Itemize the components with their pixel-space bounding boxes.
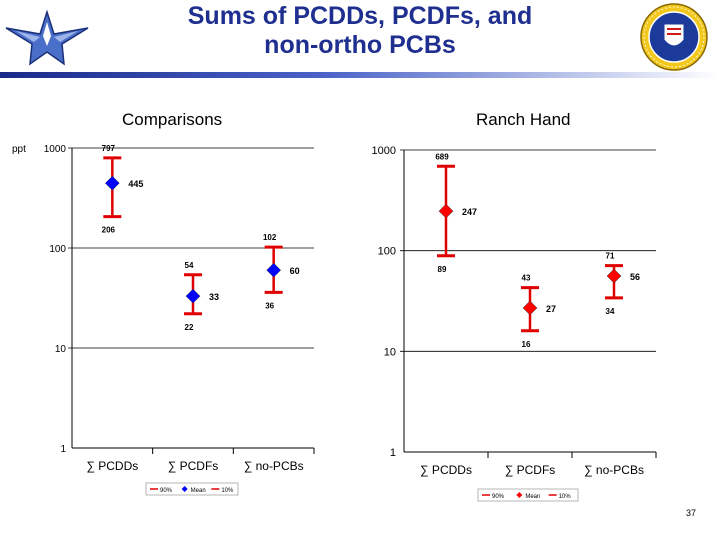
- mean-marker: [438, 203, 454, 219]
- mean-data-label: 33: [209, 292, 219, 302]
- slide-title-line1: Sums of PCDDs, PCDFs, and: [187, 2, 533, 30]
- page-number: 37: [685, 508, 696, 518]
- mean-marker: [185, 288, 201, 304]
- p90-data-label: 43: [522, 274, 531, 283]
- y-tick-label: 10: [55, 344, 67, 355]
- mean-marker: [522, 300, 538, 316]
- p10-data-label: 36: [265, 301, 274, 310]
- p10-data-label: 16: [522, 340, 531, 349]
- mean-marker: [104, 175, 120, 191]
- legend-mean-swatch: [181, 486, 188, 492]
- y-tick-label: 10: [384, 346, 396, 358]
- mean-data-label: 56: [630, 272, 640, 282]
- y-tick-label: 100: [378, 246, 396, 258]
- legend-label: 10%: [559, 494, 572, 500]
- mean-data-label: 27: [546, 304, 556, 314]
- y-tick-label: 1: [60, 444, 66, 455]
- p10-data-label: 22: [185, 323, 194, 332]
- ranch-hand-title: Ranch Hand: [476, 110, 571, 129]
- title-rule: [0, 72, 720, 78]
- category-label: ∑ PCDDs: [86, 459, 138, 473]
- mean-marker: [606, 268, 622, 284]
- legend: 90% Mean 10%: [477, 488, 579, 502]
- comparisons-title: Comparisons: [122, 110, 223, 129]
- legend-label: Mean: [191, 488, 206, 494]
- air-force-wings-logo: [5, 9, 89, 66]
- legend-label: 90%: [160, 488, 173, 494]
- p10-data-label: 34: [606, 307, 615, 316]
- slide-title: Sums of PCDDs, PCDFs, and non-ortho PCBs: [120, 2, 600, 60]
- legend-label: Mean: [525, 494, 540, 500]
- p90-data-label: 102: [263, 233, 277, 242]
- category-label: ∑ no-PCBs: [244, 459, 304, 473]
- y-tick-label: 100: [49, 244, 66, 255]
- p90-data-label: 71: [606, 252, 615, 261]
- mean-data-label: 247: [462, 207, 477, 217]
- p10-data-label: 89: [438, 265, 447, 274]
- comparisons-chart: 1 10 100 1000 ppt ∑ PCDDs 797 445 206 ∑ PCDFs 54 33…: [12, 144, 315, 496]
- legend-label: 90%: [492, 494, 505, 500]
- p90-data-label: 54: [185, 261, 194, 270]
- military-crest-logo: [640, 3, 708, 71]
- category-label: ∑ PCDFs: [168, 459, 219, 473]
- y-axis-label: ppt: [12, 144, 26, 155]
- legend-box: [145, 482, 239, 496]
- category-label: ∑ no-PCBs: [584, 463, 644, 477]
- ranch-hand-chart: 1 10 100 1000 ∑ PCDDs 689 247 89 ∑ PCDFs 43 27 16 ∑ …: [372, 145, 657, 502]
- category-label: ∑ PCDDs: [420, 463, 472, 477]
- mean-data-label: 445: [128, 179, 143, 189]
- y-tick-label: 1000: [372, 145, 396, 157]
- p90-data-label: 689: [435, 152, 449, 161]
- legend-box: [477, 488, 579, 502]
- y-tick-label: 1: [390, 447, 396, 459]
- mean-marker: [266, 262, 282, 278]
- legend-mean-swatch: [516, 492, 523, 498]
- category-label: ∑ PCDFs: [505, 463, 556, 477]
- slide-title-line2: non-ortho PCBs: [264, 31, 456, 59]
- legend: 90% Mean 10%: [145, 482, 239, 496]
- p90-data-label: 797: [102, 144, 116, 153]
- legend-label: 10%: [221, 488, 234, 494]
- mean-data-label: 60: [290, 266, 300, 276]
- y-tick-label: 1000: [44, 144, 67, 155]
- p10-data-label: 206: [102, 226, 116, 235]
